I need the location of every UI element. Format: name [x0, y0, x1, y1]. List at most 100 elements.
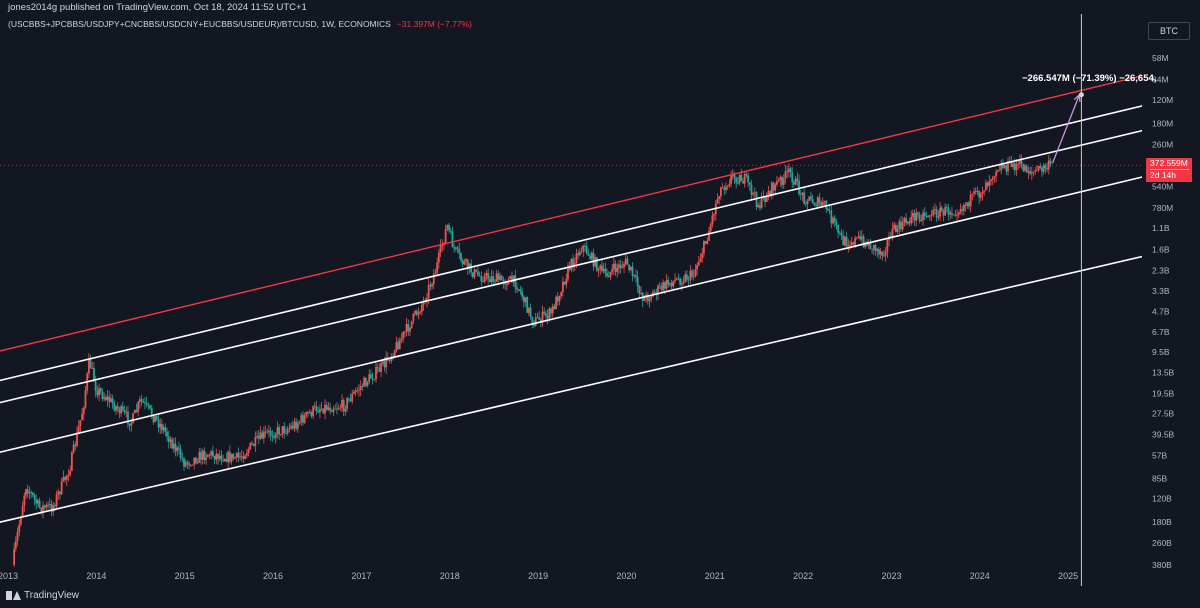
candle-body	[329, 407, 332, 411]
candle-body	[176, 447, 179, 452]
symbol-legend[interactable]: (USCBBS+JPCBBS/USDJPY+CNCBBS/USDCNY+EUCB…	[8, 19, 472, 29]
candle-body	[346, 398, 349, 409]
candle-body	[723, 187, 726, 190]
candle-body	[407, 323, 410, 332]
candle-body	[305, 411, 308, 416]
candle-body	[730, 175, 732, 184]
candle-body	[973, 191, 975, 194]
candle-body	[524, 297, 527, 303]
candle-body	[1013, 163, 1016, 171]
candle-body	[436, 262, 439, 273]
candle-body	[1049, 160, 1052, 165]
upper-channel-line[interactable]	[0, 71, 1160, 356]
candle-body	[590, 252, 593, 259]
candle-body	[363, 377, 366, 387]
candle-body	[602, 268, 605, 271]
candle-body	[201, 450, 204, 460]
candle-body	[777, 180, 780, 182]
candle-body	[1010, 161, 1013, 167]
projection-arrow[interactable]	[1051, 94, 1081, 164]
candle-body	[200, 452, 202, 460]
footer-bar	[0, 586, 1200, 608]
candle-body	[84, 390, 87, 408]
candle-body	[512, 275, 515, 283]
candle-body	[764, 196, 766, 203]
candle-body	[859, 236, 862, 240]
candle-body	[230, 453, 233, 462]
candle-body	[252, 444, 255, 447]
candle-body	[463, 261, 466, 265]
candle-body	[736, 182, 739, 184]
candle-body	[47, 504, 49, 506]
candle-body	[215, 453, 218, 460]
currency-badge[interactable]: BTC	[1148, 22, 1190, 40]
candle-body	[884, 251, 887, 256]
candle-body	[803, 192, 806, 204]
candle-body	[60, 480, 63, 495]
candle-body	[670, 282, 673, 287]
candle-body	[358, 389, 360, 391]
candle-body	[285, 433, 287, 434]
x-tick-label: 2013	[0, 571, 18, 581]
candle-body	[672, 280, 675, 287]
candle-body	[395, 342, 398, 351]
candle-body	[650, 296, 653, 300]
candle-body	[393, 350, 396, 357]
candle-body	[548, 308, 551, 319]
candle-body	[344, 408, 347, 412]
candle-body	[108, 396, 111, 402]
candle-body	[281, 426, 284, 435]
candle-body	[378, 368, 381, 372]
tradingview-logo-icon	[6, 591, 21, 600]
x-tick-label: 2021	[705, 571, 725, 581]
candle-body	[811, 199, 814, 204]
candle-body	[147, 403, 150, 406]
candle-body	[587, 253, 590, 256]
candle-body	[906, 221, 909, 224]
candle-body	[942, 211, 945, 216]
candle-body	[911, 212, 914, 217]
candle-body	[414, 311, 416, 314]
tradingview-logo[interactable]: TradingView	[6, 590, 79, 601]
candle-body	[121, 406, 124, 411]
y-tick-label: 84M	[1152, 74, 1169, 84]
candle-body	[349, 399, 352, 402]
candle-body	[962, 204, 965, 211]
candle-body	[502, 280, 505, 284]
candle-body	[704, 241, 707, 244]
candle-body	[234, 457, 236, 459]
candle-body	[203, 450, 206, 460]
candle-body	[283, 426, 286, 434]
channel-line[interactable]	[0, 173, 1160, 458]
candle-body	[388, 360, 391, 362]
candle-body	[983, 190, 986, 192]
candle-body	[18, 524, 21, 533]
candle-body	[431, 283, 433, 287]
channel-line[interactable]	[0, 102, 1160, 386]
candle-body	[533, 322, 535, 326]
candle-body	[429, 284, 432, 287]
candle-body	[1005, 165, 1008, 172]
candle-body	[573, 263, 576, 267]
candle-body	[546, 315, 549, 319]
candle-body	[242, 456, 245, 459]
y-tick-label: 85B	[1152, 474, 1167, 484]
candle-body	[840, 233, 843, 236]
candle-body	[52, 505, 55, 512]
candle-body	[898, 221, 901, 229]
candle-body	[1008, 160, 1011, 162]
candle-body	[849, 244, 851, 246]
candle-body	[679, 278, 682, 285]
candle-body	[398, 340, 401, 350]
channel-line[interactable]	[0, 252, 1160, 527]
candle-body	[400, 338, 403, 341]
candle-body	[716, 199, 719, 204]
candle-body	[609, 271, 612, 278]
channel-line[interactable]	[0, 126, 1160, 407]
candle-body	[181, 458, 184, 459]
x-tick-label: 2015	[175, 571, 195, 581]
candle-body	[371, 378, 374, 380]
candle-body	[923, 212, 926, 216]
published-header: jones2014g published on TradingView.com,…	[0, 0, 1200, 16]
